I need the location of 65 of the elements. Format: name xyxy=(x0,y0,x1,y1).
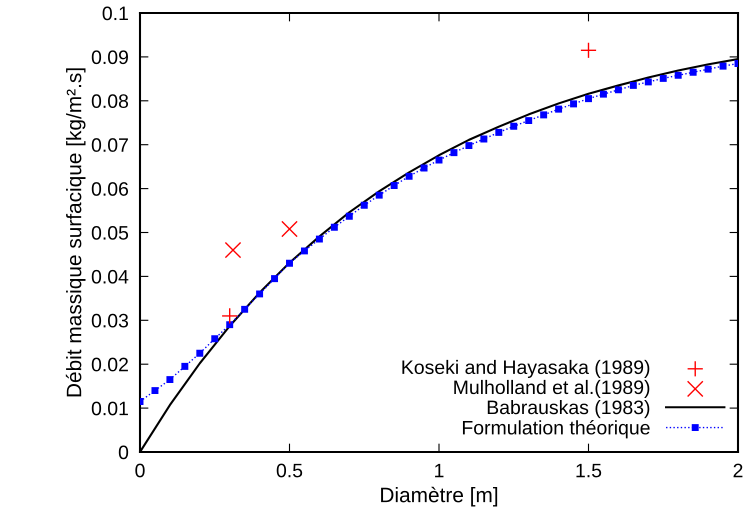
point xyxy=(181,362,188,370)
point xyxy=(360,202,368,209)
y-tick-label: 0.07 xyxy=(92,138,128,152)
point xyxy=(271,275,278,282)
point xyxy=(585,95,592,102)
legend-label: Koseki and Hayasaka (1989) xyxy=(402,360,650,378)
point xyxy=(644,78,652,86)
point xyxy=(525,117,532,124)
x-tick-label: 0 xyxy=(135,464,145,478)
point xyxy=(224,242,242,258)
point xyxy=(660,74,667,82)
point xyxy=(330,224,338,231)
y-tick-label: 0.1 xyxy=(102,6,128,20)
x-tick-label: 1 xyxy=(435,464,444,478)
point xyxy=(436,156,442,164)
point xyxy=(540,111,548,118)
point xyxy=(221,308,238,324)
y-tick-label: 0.04 xyxy=(92,270,128,284)
point xyxy=(480,136,488,142)
legend-label: Mulholland et al.(1989) xyxy=(454,380,650,398)
y-tick-label: 0.01 xyxy=(92,402,128,416)
y-tick-label: 0 xyxy=(118,445,128,460)
point xyxy=(241,306,248,313)
y-tick-label: 0.09 xyxy=(92,50,128,64)
point xyxy=(166,376,174,384)
y-tick-label: 0.02 xyxy=(92,358,128,372)
point xyxy=(600,90,607,98)
point xyxy=(580,42,597,59)
point xyxy=(690,68,697,76)
point xyxy=(376,192,383,199)
x-axis-title: Diamètre [m] xyxy=(381,486,498,506)
y-tick-label: 0.03 xyxy=(92,314,128,328)
point xyxy=(406,172,413,180)
point xyxy=(510,122,518,130)
legend-label: Babrauskas (1983) xyxy=(488,400,650,418)
y-tick-label: 0.06 xyxy=(92,182,128,196)
point xyxy=(346,212,353,220)
point xyxy=(256,290,264,298)
point xyxy=(674,72,682,79)
point xyxy=(316,236,323,243)
point xyxy=(630,82,637,89)
point xyxy=(390,182,398,189)
point xyxy=(196,350,204,357)
point xyxy=(226,321,234,328)
point xyxy=(720,62,727,70)
y-tick-label: 0.05 xyxy=(92,226,128,240)
point xyxy=(286,260,293,267)
point xyxy=(300,247,308,254)
x-tick-label: 2 xyxy=(734,464,742,478)
point xyxy=(704,66,712,73)
point xyxy=(495,128,502,136)
point xyxy=(211,335,218,342)
x-tick-label: 0.5 xyxy=(276,464,302,478)
x-tick-label: 1.5 xyxy=(576,464,602,478)
point xyxy=(555,106,562,113)
y-axis-title: Débit massique surfacique [kg/m².s] xyxy=(66,68,86,396)
point xyxy=(570,100,578,108)
legend-label: Formulation théorique xyxy=(462,420,650,438)
point xyxy=(151,387,158,394)
point xyxy=(450,149,458,156)
y-tick-label: 0.08 xyxy=(92,94,128,108)
point xyxy=(465,142,472,150)
point xyxy=(281,220,298,238)
point xyxy=(614,86,622,94)
point xyxy=(420,164,428,172)
